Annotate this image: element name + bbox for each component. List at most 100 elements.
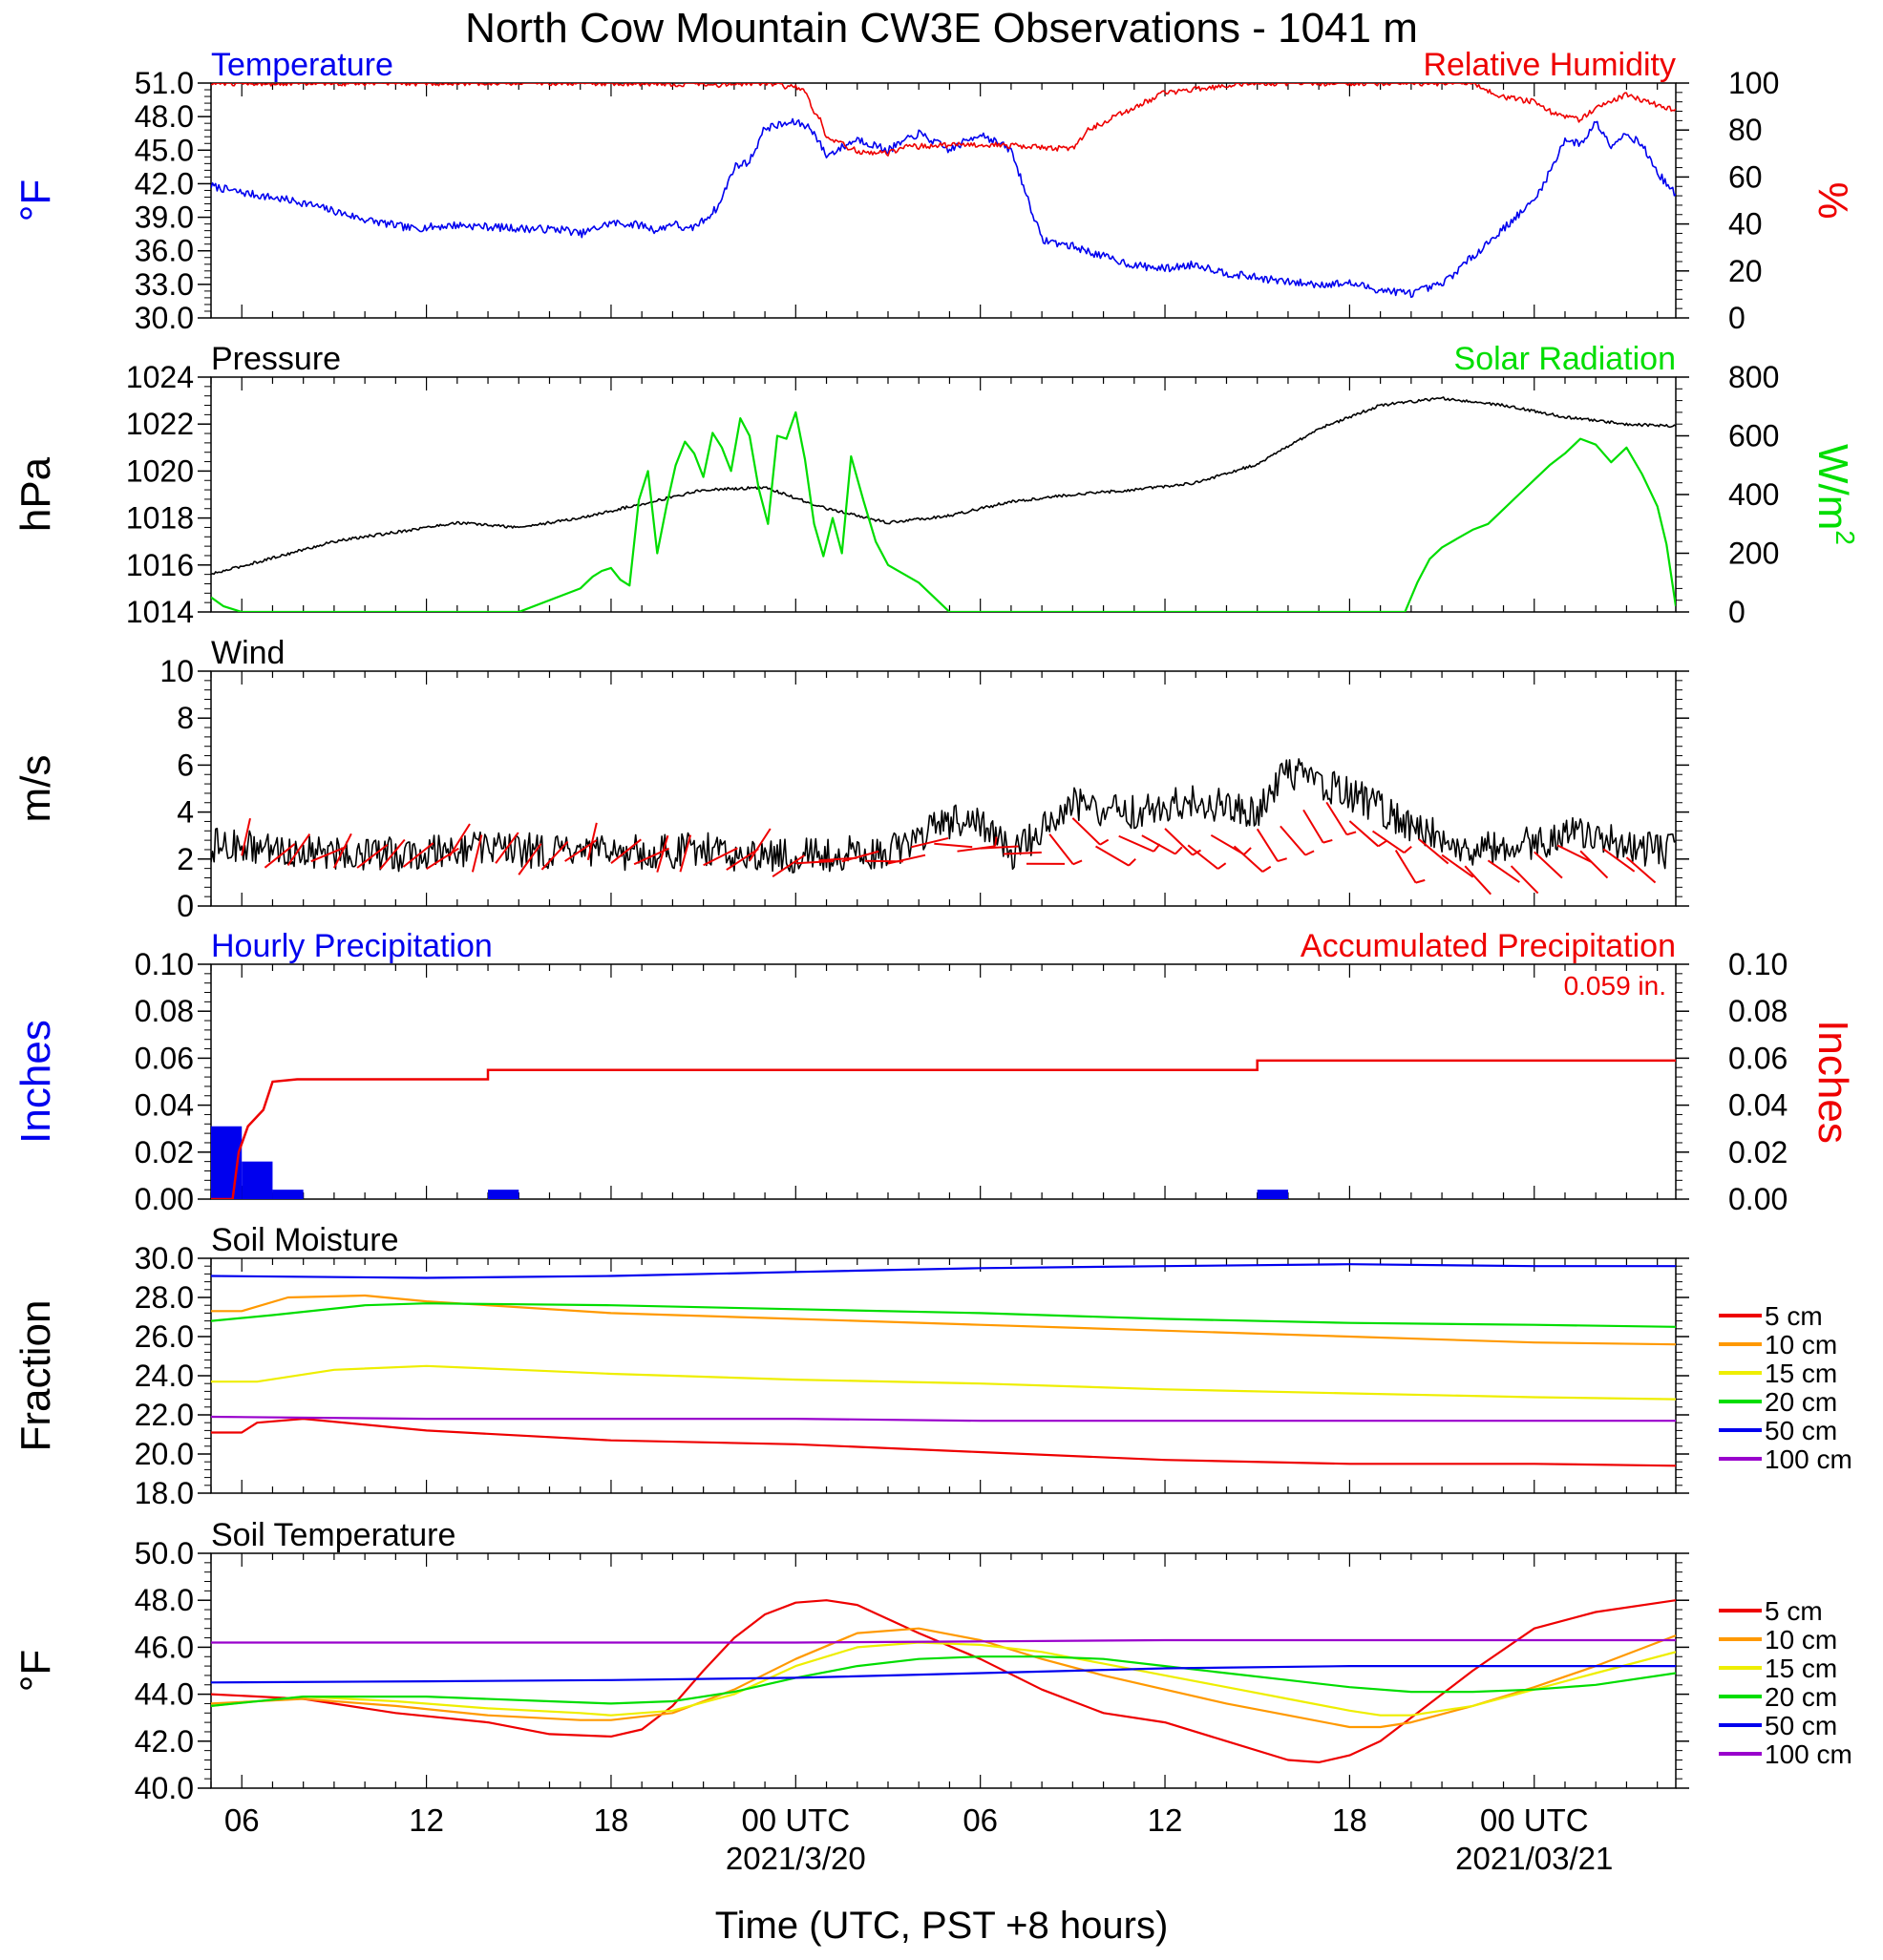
wind-barb [887,854,926,865]
y-left-tick-label: 30.0 [135,1241,194,1275]
wind-barb-flag [1346,831,1357,836]
y-right-tick-label: 800 [1728,360,1779,394]
y-left-tick-label: 1016 [126,548,194,582]
y-left-tick-label: 0.08 [135,994,194,1028]
y-left-tick-label: 2 [177,842,194,876]
wind-barb [726,848,759,871]
x-tick-label: 12 [409,1802,444,1838]
wind-barb [610,838,642,864]
wind-barb [1164,828,1194,856]
y-right-tick-label: 400 [1728,477,1779,512]
series-line-20-cm [211,1655,1676,1707]
wind-barb [749,828,772,862]
panel-frame [210,82,1677,319]
panel-right-title: Solar Radiation [1454,341,1676,377]
accumulated-precip-line [211,1059,1676,1199]
y-right-axis-label-text: % [1809,181,1856,219]
legend-entry: 5 cm [1765,1301,1823,1331]
wind-barb [1302,809,1324,844]
figure-title: North Cow Mountain CW3E Observations - 1… [465,5,1418,52]
series-line-green-right [211,411,1676,612]
y-right-tick-label: 60 [1728,159,1763,194]
wind-barb [286,832,311,866]
y-left-axis-label: Fraction [12,1300,59,1452]
wind-barb [703,847,738,867]
series-line-15-cm [211,1641,1676,1717]
series-line-10-cm [211,1627,1676,1729]
series-line-black-left [211,396,1676,576]
y-left-tick-label: 1020 [126,453,194,488]
wind-barb [540,840,569,871]
hourly-precip-bar [1257,1190,1288,1199]
y-left-axis-label: °F [12,1650,59,1692]
y-left-tick-label: 42.0 [135,166,194,200]
series-line-50-cm [211,1263,1676,1279]
y-right-axis-label: Inches [1809,1020,1856,1144]
wind-barb [1394,850,1417,884]
y-left-tick-label: 45.0 [135,133,194,167]
hourly-precip-bar [488,1190,519,1199]
wind-barb-flag [1261,865,1272,873]
x-tick-label: 00 UTC [741,1802,850,1838]
wind-barb [402,842,434,868]
panel-pressure-solar: 1014 1016 1018 1020 1022 1024 0 200 400 600 800 Pre… [12,341,1860,629]
y-right-tick-label: 200 [1728,537,1779,571]
wind-barb-flag [1403,845,1412,854]
y-right-axis-label-text: W/m [1809,444,1856,530]
y-left-tick-label: 6 [177,748,194,782]
series-line-50-cm [211,1665,1676,1684]
panel-left-title: Soil Temperature [211,1517,455,1553]
panel-left-title: Hourly Precipitation [211,928,493,964]
legend-entry: 20 cm [1765,1682,1837,1712]
y-left-axis-label: °F [12,179,59,221]
wind-barb [1141,834,1176,855]
wind-barb [1118,834,1154,853]
y-left-tick-label: 46.0 [135,1630,194,1664]
x-tick-label: 00 UTC [1480,1802,1589,1838]
wind-barb [772,854,805,877]
y-left-axis-label: hPa [12,456,59,532]
wind-barb-flag [1099,838,1110,846]
wind-barb-flag [1304,850,1315,856]
y-left-tick-label: 0.02 [135,1135,194,1170]
wind-barb [1095,845,1130,867]
wind-barb-flag [994,836,998,847]
wind-barb [310,846,348,863]
wind-barb [1602,848,1636,873]
wind-barb [1348,820,1380,848]
y-left-tick-label: 0.04 [135,1088,194,1123]
wind-barb [356,843,389,869]
y-left-tick-label: 22.0 [135,1398,194,1432]
panel-left-title: Pressure [211,341,341,377]
wind-barb-flag [1174,846,1183,855]
y-left-tick-label: 20.0 [135,1437,194,1471]
plot-area [211,758,1676,896]
wind-barb [333,832,352,869]
y-left-tick-label: 40.0 [135,1771,194,1805]
panel-right-title: Accumulated Precipitation [1301,928,1676,964]
wind-barb-flag [1277,857,1287,863]
wind-barb [586,822,598,861]
wind-barb [1003,851,1042,855]
series-line-5-cm [211,1599,1676,1763]
x-tick-label: 18 [594,1802,629,1838]
panel-precipitation: 0.00 0.02 0.04 0.06 0.08 0.10 0.00 0.02 0.04 0.06… [12,928,1856,1216]
wind-barb [1441,854,1474,878]
x-date-label: 2021/03/21 [1455,1841,1613,1876]
wind-barb [448,823,471,857]
wind-barb-flag [1217,862,1227,870]
y-right-tick-label: 0.04 [1728,1088,1788,1123]
wind-barb [841,850,879,863]
wind-barb [1579,850,1609,879]
legend-entry: 50 cm [1765,1711,1837,1740]
wind-barb [1371,830,1406,854]
plot-area [211,1059,1676,1199]
panel-right-title: Relative Humidity [1423,47,1676,83]
y-left-tick-label: 26.0 [135,1319,194,1354]
y-right-tick-label: 0.08 [1728,994,1788,1028]
y-right-tick-label: 20 [1728,254,1763,288]
wind-barb [1280,825,1306,856]
wind-barb [241,817,251,856]
